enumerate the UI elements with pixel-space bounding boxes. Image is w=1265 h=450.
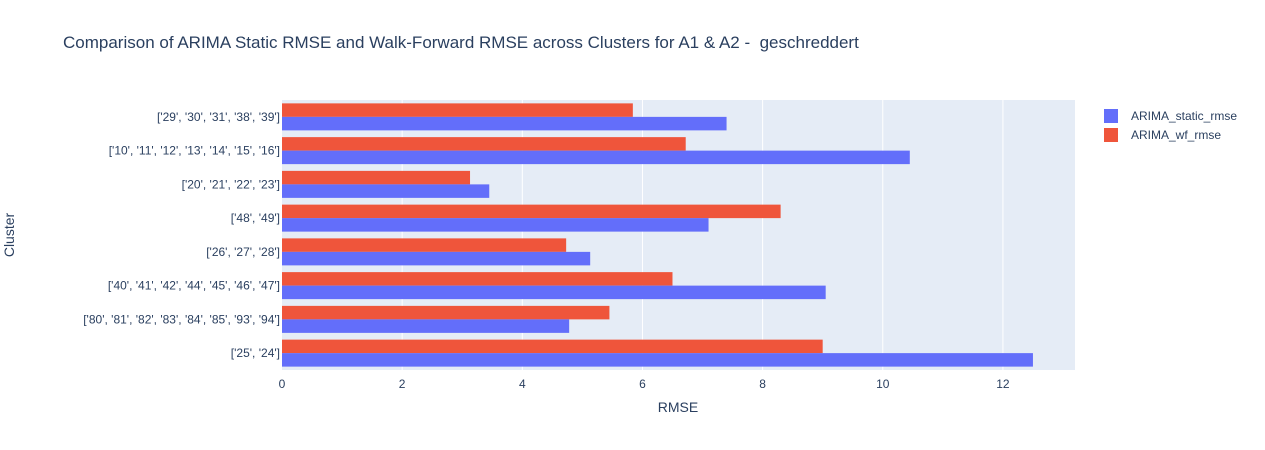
bar-static-rmse — [282, 218, 709, 232]
bar-static-rmse — [282, 116, 727, 131]
legend[interactable]: ARIMA_static_rmse ARIMA_wf_rmse — [1104, 106, 1237, 144]
bar-wf-rmse — [282, 238, 567, 252]
bar-wf-rmse — [282, 272, 673, 286]
bar-wf-rmse — [282, 137, 686, 151]
x-tick-label: 4 — [519, 377, 526, 391]
x-axis-title: RMSE — [658, 399, 698, 415]
bar-static-rmse — [282, 184, 490, 198]
legend-item-wf[interactable]: ARIMA_wf_rmse — [1104, 125, 1237, 144]
y-tick-label: ['25', '24'] — [231, 346, 280, 360]
x-tick-label: 0 — [279, 377, 286, 391]
y-tick-label: ['80', '81', '82', '83', '84', '85', '93… — [83, 312, 280, 326]
legend-label-wf: ARIMA_wf_rmse — [1131, 127, 1222, 142]
legend-label-static: ARIMA_static_rmse — [1131, 108, 1238, 123]
bar-wf-rmse — [282, 305, 610, 320]
bar-static-rmse — [282, 353, 1033, 367]
x-tick-label: 8 — [759, 377, 766, 391]
x-tick-label: 10 — [876, 377, 890, 391]
x-tick-label: 12 — [996, 377, 1010, 391]
legend-swatch-static — [1104, 108, 1118, 123]
bar-wf-rmse — [282, 204, 781, 219]
bar-wf-rmse — [282, 103, 633, 117]
x-tick-label: 6 — [639, 377, 646, 391]
chart-title: Comparison of ARIMA Static RMSE and Walk… — [63, 33, 859, 52]
y-tick-labels: ['29', '30', '31', '38', '39'] ['10', '11… — [83, 110, 280, 360]
x-tick-label: 2 — [399, 377, 406, 391]
bar-wf-rmse — [282, 170, 471, 185]
bar-static-rmse — [282, 251, 591, 266]
bar-wf-rmse — [282, 339, 823, 354]
bar-static-rmse — [282, 150, 910, 165]
y-tick-label: ['20', '21', '22', '23'] — [182, 177, 280, 191]
y-tick-label: ['10', '11', '12', '13', '14', '15', '16… — [109, 144, 280, 158]
y-axis-title: Cluster — [1, 212, 17, 257]
y-tick-label: ['40', '41', '42', '44', '45', '46', '47… — [108, 279, 280, 293]
x-tick-labels: 0 2 4 6 8 10 12 — [279, 377, 1010, 391]
y-tick-label: ['29', '30', '31', '38', '39'] — [157, 110, 280, 124]
y-tick-label: ['48', '49'] — [231, 211, 280, 225]
bars — [282, 103, 1033, 367]
y-tick-label: ['26', '27', '28'] — [206, 245, 280, 259]
legend-item-static[interactable]: ARIMA_static_rmse — [1104, 106, 1237, 125]
legend-swatch-wf — [1104, 127, 1118, 142]
bar-static-rmse — [282, 319, 570, 333]
bar-static-rmse — [282, 285, 826, 300]
